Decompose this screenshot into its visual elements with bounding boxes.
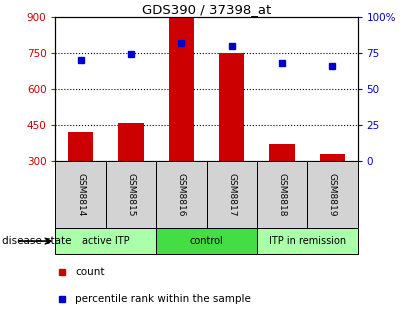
Bar <box>118 123 143 161</box>
Bar <box>257 161 307 228</box>
Text: GSM8818: GSM8818 <box>277 173 286 217</box>
Bar <box>156 161 206 228</box>
Bar <box>320 154 345 161</box>
Bar <box>106 161 156 228</box>
Text: active ITP: active ITP <box>82 236 129 246</box>
Bar <box>156 228 257 254</box>
Text: GSM8816: GSM8816 <box>177 173 186 217</box>
Title: GDS390 / 37398_at: GDS390 / 37398_at <box>142 3 271 16</box>
Text: ITP in remission: ITP in remission <box>269 236 346 246</box>
Bar <box>55 228 156 254</box>
Bar <box>307 161 358 228</box>
Text: control: control <box>189 236 224 246</box>
Bar <box>257 228 358 254</box>
Text: count: count <box>75 267 105 277</box>
Bar <box>169 18 194 161</box>
Text: GSM8817: GSM8817 <box>227 173 236 217</box>
Text: disease state: disease state <box>2 236 72 246</box>
Text: GSM8819: GSM8819 <box>328 173 337 217</box>
Text: percentile rank within the sample: percentile rank within the sample <box>75 294 251 304</box>
Bar <box>68 132 93 161</box>
Bar <box>206 161 257 228</box>
Text: GSM8815: GSM8815 <box>127 173 136 217</box>
Bar <box>270 144 295 161</box>
Bar <box>55 161 106 228</box>
Bar <box>219 53 244 161</box>
Text: GSM8814: GSM8814 <box>76 173 85 217</box>
